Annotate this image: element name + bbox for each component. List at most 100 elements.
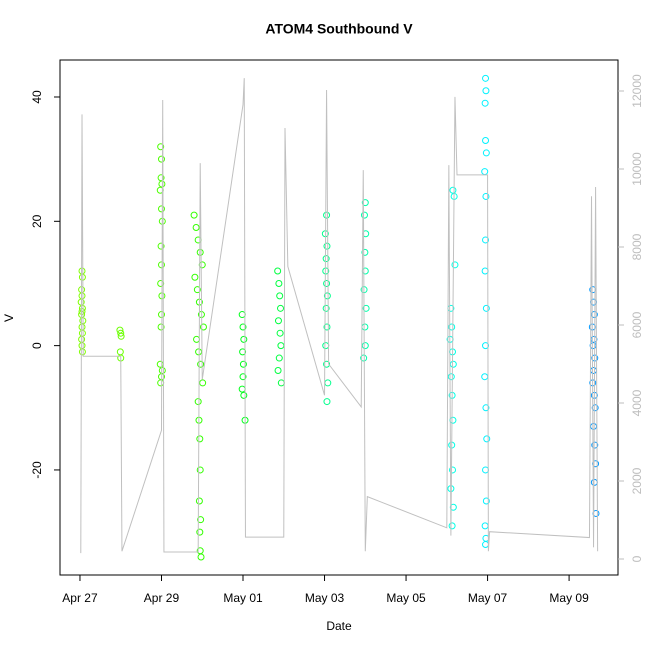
data-point	[360, 211, 368, 219]
data-point	[482, 87, 490, 95]
data-point	[482, 236, 490, 244]
data-point	[590, 298, 598, 306]
data-point	[449, 416, 457, 424]
data-point	[448, 323, 456, 331]
data-point	[197, 516, 205, 524]
data-point	[194, 398, 202, 406]
y-tick-label: 40	[30, 90, 44, 104]
data-point	[238, 385, 246, 393]
y-axis-label: V	[2, 314, 16, 322]
line-series	[80, 78, 599, 554]
data-point	[274, 366, 282, 374]
data-point	[323, 323, 331, 331]
y2-tick-label: 6000	[630, 311, 644, 338]
data-point	[191, 273, 199, 281]
y2-tick-label: 2000	[630, 467, 644, 494]
data-point	[324, 379, 332, 387]
data-point	[157, 242, 165, 250]
data-point	[196, 466, 204, 474]
y-tick-label: 0	[30, 342, 44, 349]
data-point	[238, 311, 246, 319]
data-point	[481, 168, 489, 176]
y2-tick-label: 0	[630, 555, 644, 562]
data-point	[482, 541, 490, 549]
data-point	[158, 366, 166, 374]
data-point	[447, 373, 455, 381]
data-point	[362, 304, 370, 312]
data-point	[157, 155, 165, 163]
data-point	[449, 466, 457, 474]
data-point	[192, 224, 200, 232]
x-tick-label: May 07	[468, 591, 508, 605]
data-point	[276, 292, 284, 300]
data-point	[195, 348, 203, 356]
data-point	[323, 292, 331, 300]
data-point	[360, 354, 368, 362]
data-point	[199, 379, 207, 387]
data-point	[482, 74, 490, 82]
data-point	[323, 398, 331, 406]
data-point	[448, 522, 456, 530]
data-point	[451, 261, 459, 269]
y-tick-label: -20	[30, 461, 44, 479]
data-point	[274, 317, 282, 325]
data-point	[361, 342, 369, 350]
data-point	[481, 373, 489, 381]
data-point	[199, 323, 207, 331]
data-point	[323, 242, 331, 250]
data-point	[482, 342, 490, 350]
data-point	[239, 323, 247, 331]
data-point	[322, 304, 330, 312]
data-point	[277, 379, 285, 387]
data-point	[482, 466, 490, 474]
data-point	[481, 522, 489, 530]
data-point	[322, 255, 330, 263]
data-point	[157, 379, 165, 387]
data-point	[482, 404, 490, 412]
data-point	[323, 211, 331, 219]
data-point	[323, 360, 331, 368]
data-point	[193, 286, 201, 294]
data-point	[196, 528, 204, 536]
x-axis-label: Date	[326, 619, 352, 633]
data-point	[481, 99, 489, 107]
data-point	[591, 441, 599, 449]
data-point	[481, 267, 489, 275]
data-point	[590, 422, 598, 430]
data-point	[361, 323, 369, 331]
data-point	[197, 360, 205, 368]
data-point	[322, 342, 330, 350]
data-point	[116, 348, 124, 356]
y2-tick-label: 10000	[630, 152, 644, 186]
data-point	[449, 186, 457, 194]
data-point	[274, 267, 282, 275]
data-point	[78, 348, 86, 356]
y2-tick-label: 12000	[630, 74, 644, 108]
data-point	[277, 304, 285, 312]
data-point	[591, 404, 599, 412]
data-point	[449, 360, 457, 368]
data-point	[78, 329, 86, 337]
x-tick-label: May 03	[305, 591, 345, 605]
data-point	[157, 261, 165, 269]
data-point	[196, 435, 204, 443]
x-tick-label: Apr 27	[62, 591, 98, 605]
data-point	[277, 342, 285, 350]
data-point	[361, 199, 369, 207]
data-point	[275, 279, 283, 287]
data-point	[78, 323, 86, 331]
x-tick-label: May 09	[549, 591, 589, 605]
data-point	[197, 553, 205, 561]
data-point	[117, 332, 125, 340]
data-point	[193, 335, 201, 343]
y2-tick-label: 4000	[630, 389, 644, 416]
y-tick-label: 20	[30, 214, 44, 228]
data-point	[482, 136, 490, 144]
data-point	[239, 348, 247, 356]
y2-tick-label: 8000	[630, 233, 644, 260]
data-point	[323, 279, 331, 287]
data-point	[157, 205, 165, 213]
data-point	[482, 192, 490, 200]
data-point	[117, 329, 125, 337]
